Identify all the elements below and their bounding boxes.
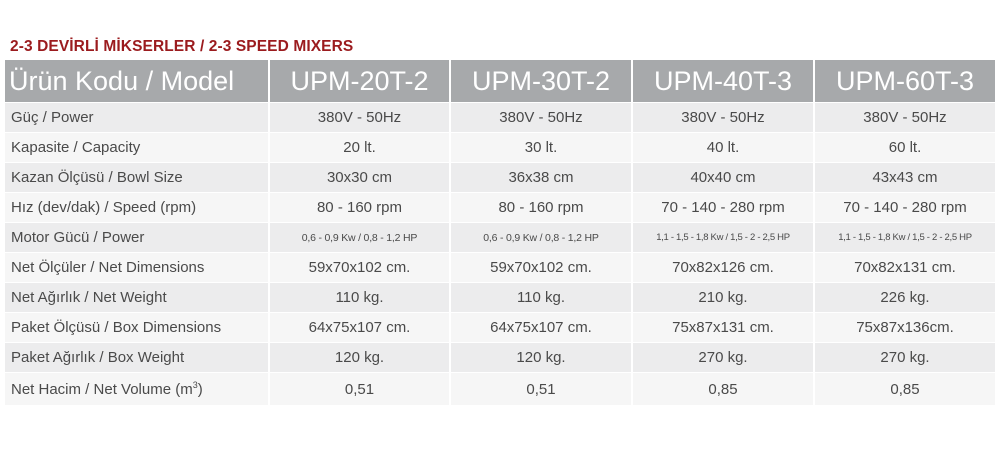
table-row: Net Ölçüler / Net Dimensions 59x70x102 c… xyxy=(5,252,995,283)
model-header: UPM-40T-3 xyxy=(632,60,815,103)
table-row: Güç / Power 380V - 50Hz 380V - 50Hz 380V… xyxy=(5,102,995,133)
row-label: Kapasite / Capacity xyxy=(5,132,270,163)
table-cell: 43x43 cm xyxy=(814,162,995,193)
table-cell: 380V - 50Hz xyxy=(450,102,633,133)
table-cell: 270 kg. xyxy=(632,342,815,373)
table-cell: 0,85 xyxy=(632,372,815,405)
row-label: Paket Ağırlık / Box Weight xyxy=(5,342,270,373)
row-label-suffix: ) xyxy=(197,381,203,398)
table-cell: 70x82x131 cm. xyxy=(814,252,995,283)
table-cell: 30x30 cm xyxy=(269,162,451,193)
table-cell: 0,51 xyxy=(450,372,633,405)
table-row: Paket Ölçüsü / Box Dimensions 64x75x107 … xyxy=(5,312,995,343)
table-cell: 20 lt. xyxy=(269,132,451,163)
row-label-text: Net Hacim / Net Volume (m xyxy=(11,381,193,398)
table-cell: 226 kg. xyxy=(814,282,995,313)
table-cell: 80 - 160 rpm xyxy=(269,192,451,223)
row-label: Net Ağırlık / Net Weight xyxy=(5,282,270,313)
table-row: Net Ağırlık / Net Weight 110 kg. 110 kg.… xyxy=(5,282,995,313)
row-label: Net Ölçüler / Net Dimensions xyxy=(5,252,270,283)
table-cell: 110 kg. xyxy=(269,282,451,313)
table-cell: 380V - 50Hz xyxy=(814,102,995,133)
row-label: Hız (dev/dak) / Speed (rpm) xyxy=(5,192,270,223)
table-cell: 30 lt. xyxy=(450,132,633,163)
table-cell: 70 - 140 - 280 rpm xyxy=(632,192,815,223)
table-cell: 80 - 160 rpm xyxy=(450,192,633,223)
table-cell: 210 kg. xyxy=(632,282,815,313)
table-cell: 64x75x107 cm. xyxy=(269,312,451,343)
table-row: Kapasite / Capacity 20 lt. 30 lt. 40 lt.… xyxy=(5,132,995,163)
table-cell: 0,6 - 0,9 Kw / 0,8 - 1,2 HP xyxy=(450,222,633,253)
table-row: Net Hacim / Net Volume (m3) 0,51 0,51 0,… xyxy=(5,372,995,405)
model-header-label: Ürün Kodu / Model xyxy=(5,60,270,103)
row-label: Net Hacim / Net Volume (m3) xyxy=(5,372,270,405)
table-cell: 40 lt. xyxy=(632,132,815,163)
table-cell: 70 - 140 - 280 rpm xyxy=(814,192,995,223)
table-cell: 120 kg. xyxy=(450,342,633,373)
table-cell: 110 kg. xyxy=(450,282,633,313)
table-row: Kazan Ölçüsü / Bowl Size 30x30 cm 36x38 … xyxy=(5,162,995,193)
page-title: 2-3 DEVİRLİ MİKSERLER / 2-3 SPEED MIXERS xyxy=(10,38,354,55)
table-cell: 64x75x107 cm. xyxy=(450,312,633,343)
table-cell: 0,6 - 0,9 Kw / 0,8 - 1,2 HP xyxy=(269,222,451,253)
table-row: Hız (dev/dak) / Speed (rpm) 80 - 160 rpm… xyxy=(5,192,995,223)
row-label: Kazan Ölçüsü / Bowl Size xyxy=(5,162,270,193)
table-cell: 0,51 xyxy=(269,372,451,405)
model-header: UPM-60T-3 xyxy=(814,60,995,103)
row-label: Paket Ölçüsü / Box Dimensions xyxy=(5,312,270,343)
superscript: 3 xyxy=(192,380,198,390)
table-cell: 380V - 50Hz xyxy=(632,102,815,133)
table-cell: 1,1 - 1,5 - 1,8 Kw / 1,5 - 2 - 2,5 HP xyxy=(632,222,815,253)
table-row: Motor Gücü / Power 0,6 - 0,9 Kw / 0,8 - … xyxy=(5,222,995,253)
table-cell: 36x38 cm xyxy=(450,162,633,193)
table-cell: 120 kg. xyxy=(269,342,451,373)
spec-table: Ürün Kodu / Model UPM-20T-2 UPM-30T-2 UP… xyxy=(5,60,995,405)
row-label: Güç / Power xyxy=(5,102,270,133)
table-cell: 1,1 - 1,5 - 1,8 Kw / 1,5 - 2 - 2,5 HP xyxy=(814,222,995,253)
table-cell: 75x87x136cm. xyxy=(814,312,995,343)
table-cell: 59x70x102 cm. xyxy=(450,252,633,283)
model-header: UPM-20T-2 xyxy=(269,60,451,103)
row-label: Motor Gücü / Power xyxy=(5,222,270,253)
table-cell: 59x70x102 cm. xyxy=(269,252,451,283)
table-row: Paket Ağırlık / Box Weight 120 kg. 120 k… xyxy=(5,342,995,373)
table-cell: 270 kg. xyxy=(814,342,995,373)
model-header: UPM-30T-2 xyxy=(450,60,633,103)
table-cell: 380V - 50Hz xyxy=(269,102,451,133)
table-cell: 40x40 cm xyxy=(632,162,815,193)
header-row: Ürün Kodu / Model UPM-20T-2 UPM-30T-2 UP… xyxy=(5,60,995,103)
table-cell: 70x82x126 cm. xyxy=(632,252,815,283)
table-cell: 75x87x131 cm. xyxy=(632,312,815,343)
table-cell: 0,85 xyxy=(814,372,995,405)
table-cell: 60 lt. xyxy=(814,132,995,163)
